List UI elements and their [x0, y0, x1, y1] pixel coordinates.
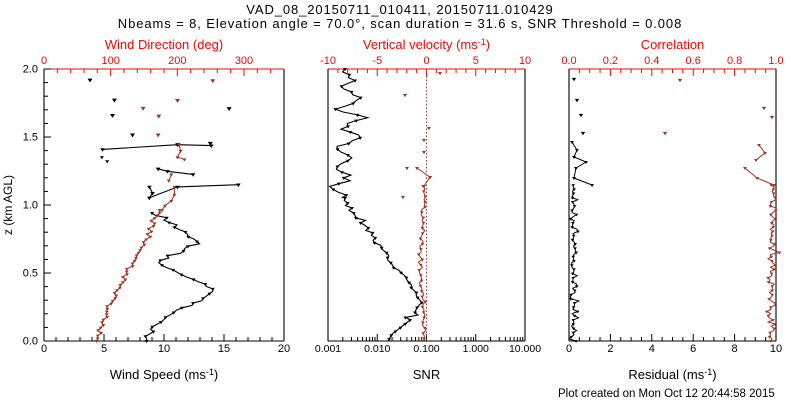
svg-text:5: 5 [473, 55, 479, 67]
svg-text:15: 15 [218, 343, 230, 355]
svg-text:0: 0 [423, 55, 429, 67]
svg-text:0.5: 0.5 [23, 268, 38, 280]
svg-text:1.0: 1.0 [768, 55, 783, 67]
svg-text:8: 8 [732, 343, 738, 355]
svg-text:10: 10 [770, 343, 782, 355]
svg-text:-5: -5 [372, 55, 382, 67]
svg-text:10: 10 [519, 55, 531, 67]
svg-text:1.000: 1.000 [463, 343, 489, 355]
svg-text:z (km AGL): z (km AGL) [1, 175, 15, 235]
svg-text:2.0: 2.0 [23, 64, 38, 76]
svg-text:0: 0 [566, 343, 572, 355]
svg-text:0.6: 0.6 [686, 55, 701, 67]
svg-text:-10: -10 [320, 55, 336, 67]
svg-text:Residual (ms-1): Residual (ms-1) [628, 367, 716, 382]
svg-text:300: 300 [235, 55, 253, 67]
svg-text:Wind Direction (deg): Wind Direction (deg) [105, 37, 224, 52]
svg-text:0.001: 0.001 [315, 343, 341, 355]
svg-text:SNR: SNR [413, 367, 440, 382]
svg-text:Vertical velocity (ms-1): Vertical velocity (ms-1) [363, 37, 490, 52]
svg-text:Nbeams = 8, Elevation angle =: Nbeams = 8, Elevation angle = 70.0°, sca… [118, 16, 682, 31]
svg-text:0: 0 [41, 55, 47, 67]
svg-text:Wind Speed (ms-1): Wind Speed (ms-1) [110, 367, 218, 382]
svg-text:2: 2 [607, 343, 613, 355]
svg-text:6: 6 [690, 343, 696, 355]
svg-text:0.4: 0.4 [644, 55, 659, 67]
svg-text:Correlation: Correlation [641, 37, 705, 52]
svg-text:0.100: 0.100 [413, 343, 439, 355]
svg-text:0.8: 0.8 [727, 55, 742, 67]
svg-text:4: 4 [649, 343, 655, 355]
svg-text:VAD_08_20150711_010411, 201507: VAD_08_20150711_010411, 20150711.010429 [246, 2, 553, 17]
svg-text:0.2: 0.2 [603, 55, 618, 67]
svg-text:10: 10 [158, 343, 170, 355]
svg-text:100: 100 [101, 55, 119, 67]
svg-text:10.000: 10.000 [509, 343, 541, 355]
svg-text:1.5: 1.5 [23, 132, 38, 144]
svg-text:Plot created on Mon Oct 12 20:: Plot created on Mon Oct 12 20:44:58 2015 [558, 388, 775, 400]
svg-text:0.0: 0.0 [23, 336, 38, 348]
svg-text:0.010: 0.010 [364, 343, 390, 355]
svg-text:5: 5 [101, 343, 107, 355]
svg-text:200: 200 [168, 55, 186, 67]
svg-text:0: 0 [41, 343, 47, 355]
svg-text:20: 20 [278, 343, 290, 355]
svg-text:1.0: 1.0 [23, 200, 38, 212]
svg-text:0.0: 0.0 [561, 55, 576, 67]
